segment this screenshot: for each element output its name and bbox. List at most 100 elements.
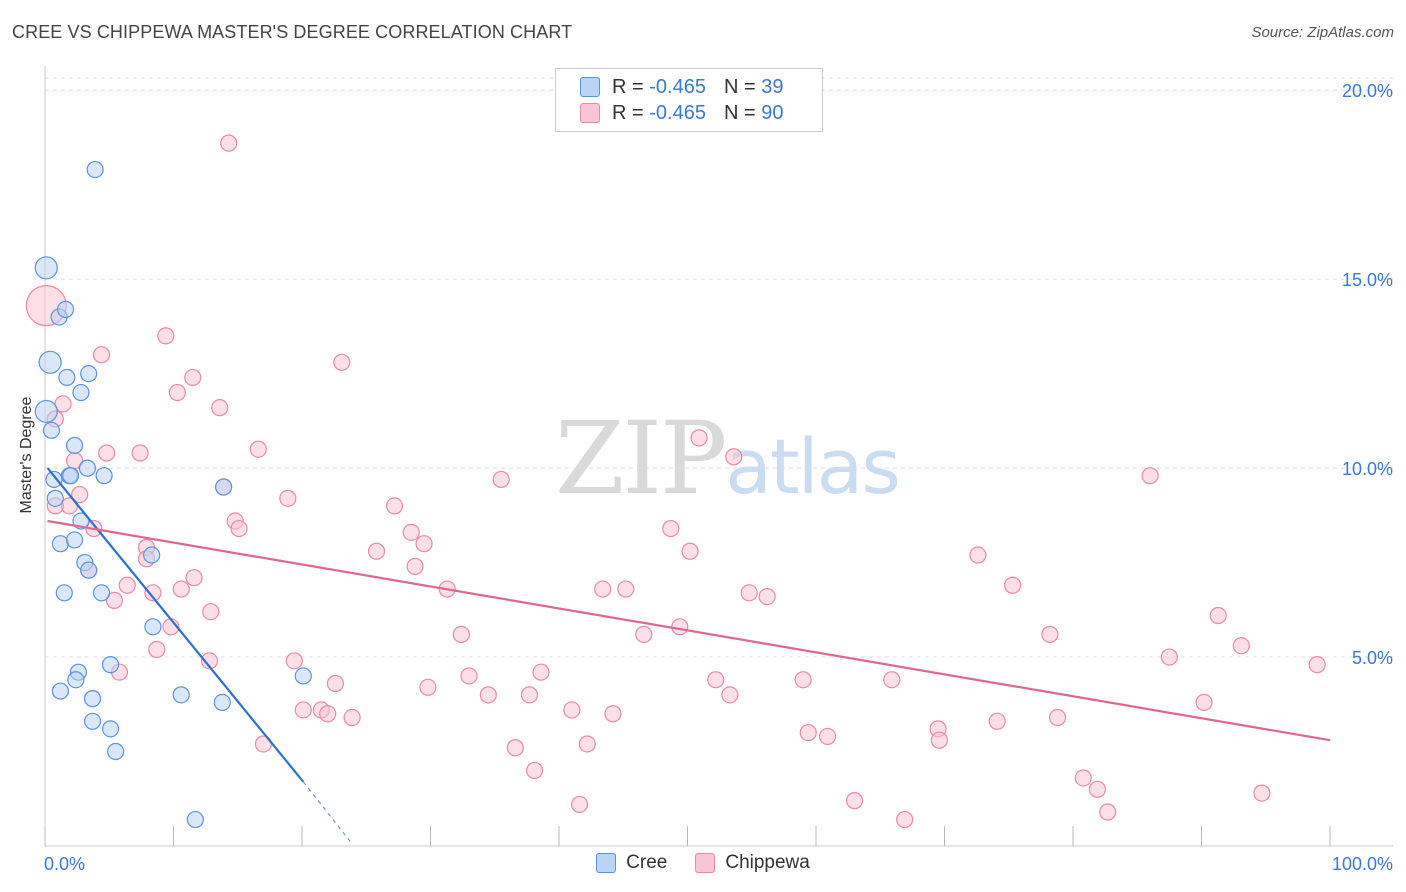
chippewa-point [200, 652, 219, 670]
chippewa-point [220, 134, 238, 152]
cree-point [45, 470, 63, 489]
chippewa-point [740, 584, 758, 602]
chippewa-point [144, 584, 162, 602]
cree-point [38, 350, 62, 374]
x-tick-label: 100.0% [1332, 854, 1393, 874]
chippewa-point [98, 444, 116, 462]
chippewa-point [460, 667, 478, 685]
y-tick-label: 15.0% [1342, 270, 1393, 290]
cree-point [55, 584, 73, 602]
chippewa-point [1308, 656, 1326, 674]
chippewa-point [71, 485, 89, 504]
chippewa-point [563, 701, 581, 719]
chippewa-point [818, 727, 837, 746]
cree-point [80, 365, 98, 383]
chippewa-point [326, 674, 345, 693]
cree-point [65, 436, 84, 455]
chippewa-point [1004, 576, 1022, 594]
watermark-atlas: atlas [725, 422, 901, 511]
chippewa-point [319, 705, 337, 723]
chippewa-point [415, 535, 433, 553]
chippewa-point [969, 546, 987, 564]
chippewa-point [604, 705, 622, 723]
cree-point [51, 535, 70, 553]
chippewa-point [402, 523, 420, 541]
cree-point [83, 690, 102, 708]
chippewa-point [662, 519, 680, 538]
chippewa-point [758, 587, 776, 606]
chippewa-point [883, 671, 901, 689]
chippewa-r-label: R = [612, 101, 644, 124]
legend-item-cree[interactable]: Cree [596, 852, 667, 874]
chippewa-point [681, 542, 699, 560]
chippewa-point [168, 383, 186, 402]
cree-legend-swatch [596, 853, 617, 873]
chippewa-point [105, 591, 123, 609]
chippewa-point [92, 346, 111, 364]
chippewa-point [419, 678, 437, 696]
chippewa-point [1253, 784, 1271, 802]
axes [44, 66, 1393, 847]
chippewa-point [635, 625, 653, 643]
chippewa-point [594, 580, 612, 598]
chippewa-point [230, 519, 248, 538]
chippewa-point [506, 739, 524, 757]
cree-point [86, 160, 104, 179]
chippewa-n-label: N = [723, 101, 756, 124]
chippewa-point [794, 671, 812, 689]
tick-labels: 5.0% 10.0% 15.0% 20.0% 0.0% 100.0% [44, 81, 1393, 874]
cree-point [294, 667, 312, 685]
cree-trendline [46, 467, 305, 783]
chippewa-point [452, 625, 470, 643]
cree-legend-label: Cree [626, 852, 668, 873]
chippewa-point [532, 663, 550, 681]
y-tick-label: 10.0% [1342, 459, 1393, 479]
chippewa-point [333, 353, 351, 371]
chippewa-point [1160, 648, 1178, 666]
chippewa-point [385, 497, 404, 515]
chippewa-point [721, 686, 739, 704]
cree-point [95, 467, 113, 485]
chippewa-point [1195, 693, 1213, 712]
chippewa-point [118, 576, 136, 594]
cree-r-value: -0.465 [649, 75, 706, 98]
chippewa-point [690, 429, 708, 447]
cree-point [42, 421, 61, 439]
correlation-legend: R = -0.465 N = 39 R = -0.465 N = 90 [555, 68, 823, 132]
x-tick-label: 0.0% [44, 854, 85, 874]
chippewa-point [570, 795, 589, 814]
chippewa-point [492, 470, 510, 489]
chippewa-point [211, 399, 229, 417]
cree-point [172, 686, 190, 704]
chippewa-point [184, 368, 202, 387]
legend-row-chippewa: R = -0.465 N = 90 [580, 101, 783, 125]
legend-item-chippewa[interactable]: Chippewa [695, 852, 810, 874]
chippewa-point [930, 731, 948, 749]
cree-point [58, 368, 76, 387]
cree-point [78, 459, 97, 477]
cree-point [51, 682, 70, 700]
cree-point [46, 489, 64, 507]
chippewa-trendline [47, 519, 1331, 742]
chippewa-point [520, 686, 539, 704]
chippewa-point [148, 640, 166, 659]
chippewa-point [131, 444, 149, 462]
chippewa-point [525, 761, 544, 780]
chippewa-point [725, 448, 743, 466]
cree-point [144, 618, 162, 636]
cree-point [213, 693, 231, 712]
cree-r-label: R = [612, 75, 644, 98]
cree-point [101, 720, 120, 738]
cree-point [101, 656, 120, 674]
cree-point [215, 478, 233, 496]
cree-point [56, 300, 75, 319]
cree-swatch [580, 77, 600, 97]
chippewa-point [896, 810, 914, 829]
chippewa-point [343, 708, 361, 727]
chippewa-point [707, 671, 725, 689]
cree-point [72, 383, 90, 402]
data-points [25, 134, 1326, 829]
chippewa-point [294, 701, 312, 719]
source-credit: Source: ZipAtlas.com [1251, 24, 1394, 41]
